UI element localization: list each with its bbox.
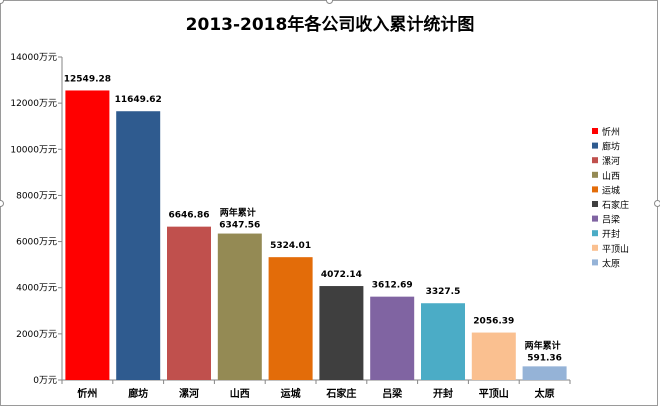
resize-handle-left-mid[interactable] bbox=[0, 200, 4, 207]
bar bbox=[217, 233, 262, 380]
x-tick-label: 平顶山 bbox=[479, 387, 509, 400]
y-tick-label: 14000万元 bbox=[10, 53, 57, 63]
x-tick-label: 石家庄 bbox=[325, 387, 356, 400]
legend-label: 运城 bbox=[602, 185, 620, 196]
data-label: 591.36 bbox=[527, 353, 562, 363]
data-label: 6347.56 bbox=[219, 221, 260, 231]
annotation-label: 两年累计 bbox=[220, 207, 256, 219]
data-label: 12549.28 bbox=[64, 74, 111, 84]
bar bbox=[471, 332, 516, 380]
legend-swatch bbox=[592, 157, 598, 164]
legend-label: 石家庄 bbox=[602, 199, 629, 211]
legend-swatch bbox=[592, 230, 598, 237]
y-tick-label: 8000万元 bbox=[16, 191, 57, 201]
x-tick-label: 太原 bbox=[534, 387, 555, 400]
y-tick-label: 12000万元 bbox=[10, 99, 57, 109]
legend-label: 太原 bbox=[602, 257, 620, 269]
x-tick-label: 吕梁 bbox=[382, 387, 403, 400]
bar bbox=[268, 257, 313, 380]
resize-handle-right-mid[interactable] bbox=[654, 200, 660, 207]
legend-label: 漯河 bbox=[602, 155, 620, 167]
bar bbox=[65, 90, 110, 380]
annotation-label: 两年累计 bbox=[525, 339, 561, 351]
legend-swatch bbox=[592, 244, 598, 251]
data-label: 3327.5 bbox=[426, 287, 461, 297]
y-tick-label: 2000万元 bbox=[16, 330, 57, 340]
legend-label: 平顶山 bbox=[602, 244, 629, 255]
resize-handle-top-mid[interactable] bbox=[326, 0, 333, 4]
x-tick-label: 廊坊 bbox=[128, 387, 148, 400]
bar bbox=[370, 296, 415, 380]
legend-swatch bbox=[592, 128, 598, 134]
legend-label: 忻州 bbox=[602, 126, 620, 138]
legend-swatch bbox=[592, 215, 598, 222]
data-label: 5324.01 bbox=[270, 241, 311, 251]
data-label: 11649.62 bbox=[115, 95, 162, 105]
y-tick-label: 4000万元 bbox=[16, 284, 57, 294]
y-tick-label: 10000万元 bbox=[10, 145, 57, 155]
data-label: 6646.86 bbox=[169, 211, 210, 221]
bar bbox=[116, 111, 161, 380]
x-tick-label: 忻州 bbox=[77, 387, 97, 400]
legend-swatch bbox=[592, 171, 598, 178]
legend-swatch bbox=[592, 142, 598, 149]
bar bbox=[167, 226, 211, 380]
legend-label: 开封 bbox=[602, 228, 620, 240]
x-tick-label: 漯河 bbox=[179, 387, 199, 400]
legend-label: 吕梁 bbox=[602, 214, 620, 226]
legend-label: 廊坊 bbox=[602, 141, 620, 153]
x-tick-label: 运城 bbox=[281, 387, 301, 400]
y-tick-label: 0万元 bbox=[33, 376, 57, 386]
chart-title: 2013-2018年各公司收入累计统计图 bbox=[185, 15, 475, 35]
legend-swatch bbox=[592, 186, 598, 193]
y-tick-label: 6000万元 bbox=[16, 238, 57, 248]
bar bbox=[421, 303, 465, 380]
legend-swatch bbox=[592, 201, 598, 207]
data-label: 3612.69 bbox=[372, 281, 413, 291]
legend-label: 山西 bbox=[602, 171, 620, 182]
x-tick-label: 开封 bbox=[433, 387, 453, 400]
data-label: 4072.14 bbox=[321, 270, 362, 280]
resize-handle-top-left[interactable] bbox=[0, 0, 4, 4]
x-tick-label: 山西 bbox=[230, 387, 250, 400]
bar bbox=[522, 366, 567, 380]
bar bbox=[319, 286, 364, 380]
data-label: 2056.39 bbox=[473, 317, 514, 327]
legend-swatch bbox=[592, 259, 598, 266]
